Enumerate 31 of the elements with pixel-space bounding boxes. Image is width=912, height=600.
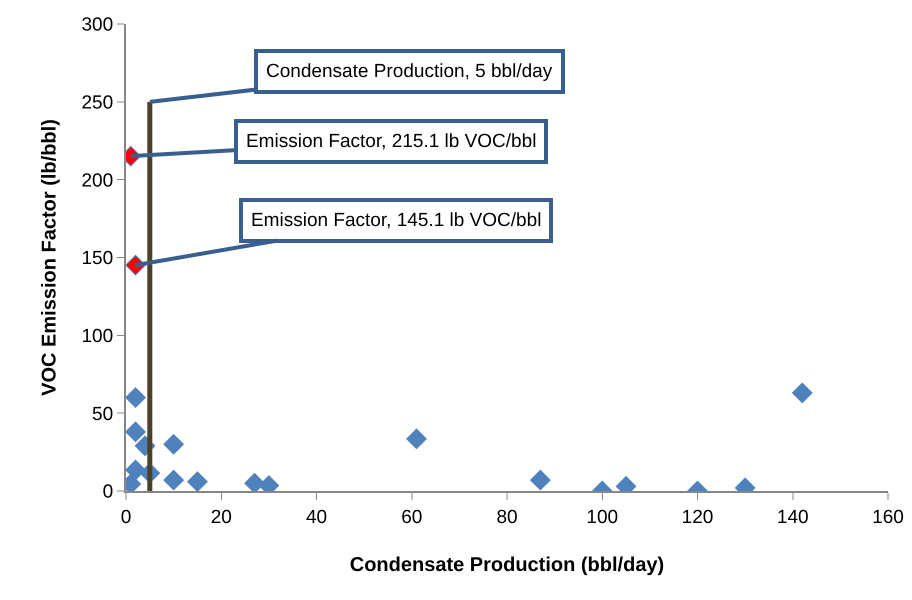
x-tick-label: 120 (682, 506, 714, 528)
point (126, 387, 146, 408)
y-tick-label: 100 (81, 326, 114, 347)
point (163, 434, 184, 455)
point (792, 382, 813, 404)
point (126, 422, 146, 442)
y-axis-title: VOC Emission Factor (lb/bbl) (38, 119, 60, 396)
x-tick-label: 140 (776, 506, 809, 528)
x-tick-label: 80 (496, 506, 518, 528)
point (126, 460, 146, 480)
x-tick-label: 60 (401, 506, 422, 528)
point (244, 472, 265, 491)
y-tick-label: 300 (81, 14, 114, 36)
y-tick-label: 250 (81, 92, 114, 114)
annotation: Emission Factor, 145.1 lb VOC/bbl (251, 210, 542, 231)
x-tick-label: 100 (586, 506, 618, 528)
point (163, 470, 184, 490)
x-tick-label: 0 (120, 506, 132, 528)
x-tick-label: 160 (872, 506, 904, 528)
point (530, 470, 551, 490)
x-tick-label: 40 (306, 506, 328, 528)
annotation: Emission Factor, 215.1 lb VOC/bbl (246, 131, 536, 152)
annotation: Condensate Production, 5 bbl/day (266, 61, 553, 82)
y-tick-label: 150 (81, 248, 114, 270)
point (187, 471, 208, 491)
y-tick-label: 200 (81, 170, 114, 192)
point (406, 428, 427, 450)
y-tick-label: 50 (92, 404, 114, 425)
x-tick-label: 20 (210, 506, 232, 528)
x-axis-title: Condensate Production (bbl/day) (350, 554, 664, 576)
y-tick-label: 0 (102, 482, 114, 503)
